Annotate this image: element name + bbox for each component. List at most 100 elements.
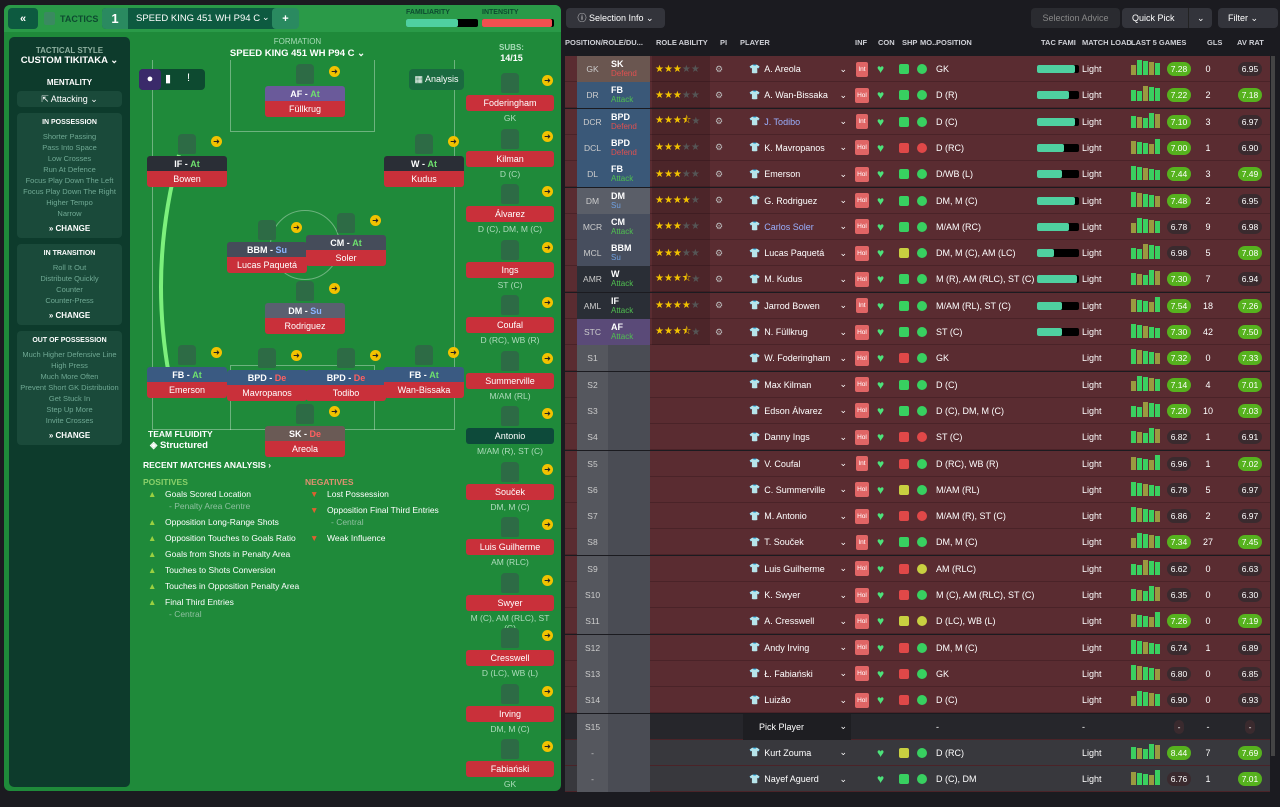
role-select[interactable]: AF Attack [608,319,650,345]
scrollbar[interactable] [1271,56,1275,756]
role-select[interactable]: IF Attack [608,292,650,319]
role-select[interactable]: CM Attack [608,213,650,240]
role-select[interactable]: AF - At [265,86,345,101]
player-name[interactable]: Todibo [306,385,386,401]
role-select[interactable]: BPD - De [306,370,386,385]
role-select[interactable]: BPD Defend [608,108,650,135]
player-select[interactable]: 👕 Lucas Paquetá ⌄ [743,240,851,266]
tactical-style-select[interactable]: CUSTOM TIKITAKA ⌄ [20,55,119,66]
role-select[interactable] [608,608,650,635]
role-select[interactable]: FB Attack [608,82,650,109]
tactic-selector[interactable]: 1 SPEED KING 451 WH P94 C ⌄ [102,8,280,29]
player-select[interactable]: 👕 Luis Guilherme ⌄ [743,556,851,582]
sub-player[interactable]: Irving DM, M (C) [466,705,554,734]
player-select[interactable]: 👕 M. Kudus ⌄ [743,266,851,292]
table-row[interactable]: DR FB Attack ★★★ ★ ★ ⚙ 👕 A. Wan-Bissaka ⌄ Hol… [565,82,1270,109]
player-select[interactable]: 👕 A. Cresswell ⌄ [743,608,851,634]
role-select[interactable] [608,450,650,477]
player-select[interactable]: 👕 M. Antonio ⌄ [743,503,851,529]
player-instructions-icon[interactable]: ⚙ [715,63,724,74]
change-button[interactable]: » CHANGE [48,431,91,440]
table-row[interactable]: DCR BPD Defend ★★★⯪ ★ ⚙ 👕 J. Todibo ⌄ Int ♥ … [565,108,1270,135]
table-row[interactable]: AMR W Attack ★★★⯪ ★ ⚙ 👕 M. Kudus ⌄ Hol ♥ M (… [565,266,1270,293]
player-select[interactable]: 👕 A. Wan-Bissaka ⌄ [743,82,851,108]
role-select[interactable] [608,766,650,793]
sub-name[interactable]: Antonio [466,428,554,444]
table-row[interactable]: S6 👕 C. Summerville ⌄ Hol ♥ M/AM (RL) Ligh… [565,476,1270,503]
column-header[interactable]: MATCH LOAD [1082,38,1132,47]
role-select[interactable]: SK Defend [608,56,650,82]
player-name[interactable]: Rodriguez [265,318,345,334]
table-row[interactable]: GK SK Defend ★★★ ★ ★ ⚙ 👕 A. Areola ⌄ Int ♥ GK… [565,56,1270,82]
table-row[interactable]: S10 👕 K. Swyer ⌄ Hol ♥ M (C), AM (RLC), ST… [565,582,1270,608]
player-select[interactable]: 👕 V. Coufal ⌄ [743,451,851,477]
player-select[interactable]: 👕 Nayef Aguerd ⌄ [743,766,851,792]
player-instructions-icon[interactable]: ⚙ [715,221,724,232]
player-card[interactable]: BBM - Su Lucas Paquetá [227,242,307,273]
sub-name[interactable]: Cresswell [466,650,554,666]
table-row[interactable]: AML IF Attack ★★★★ ★ ⚙ 👕 Jarrod Bowen ⌄ Int … [565,292,1270,319]
sub-name[interactable]: Souček [466,483,554,500]
sub-name[interactable]: Ings [466,261,554,278]
player-name[interactable]: Wan-Bissaka [384,382,464,398]
player-select[interactable]: 👕 A. Areola ⌄ [743,56,851,82]
role-select[interactable] [608,476,650,503]
pitch-view-toggles[interactable]: ● ▮ ! [139,69,205,90]
player-instructions-icon[interactable]: ⚙ [715,273,724,284]
player-select[interactable]: 👕 Ł. Fabiański ⌄ [743,661,851,687]
player-select[interactable]: 👕 G. Rodriguez ⌄ [743,188,851,214]
player-select[interactable]: 👕 Kurt Zouma ⌄ [743,740,851,766]
column-header[interactable]: ROLE ABILITY [656,38,708,47]
column-header[interactable]: POSITION [936,38,972,47]
role-select[interactable]: CM - At [306,235,386,250]
role-select[interactable]: FB - At [384,367,464,382]
player-select[interactable]: 👕 K. Mavropanos ⌄ [743,135,851,161]
player-select[interactable]: 👕 J. Todibo ⌄ [743,109,851,135]
sub-player[interactable]: Kilman D (C) [466,150,554,179]
player-select[interactable]: 👕 Emerson ⌄ [743,161,851,187]
role-select[interactable]: W Attack [608,266,650,293]
role-select[interactable] [608,397,650,424]
role-select[interactable]: BPD - De [227,370,307,385]
sub-name[interactable]: Fabiański [466,761,554,777]
filter-button[interactable]: Filter ⌄ [1218,8,1278,28]
table-row[interactable]: S5 👕 V. Coufal ⌄ Int ♥ D (RC), WB (R) Ligh… [565,450,1270,477]
column-header[interactable]: MO... [920,38,939,47]
player-card[interactable]: FB - At Emerson [147,367,227,398]
sub-name[interactable]: Irving [466,705,554,722]
role-select[interactable]: IF - At [147,156,227,171]
table-row[interactable]: S3 👕 Edson Álvarez ⌄ Hol ♥ D (C), DM, M (C… [565,397,1270,424]
sub-name[interactable]: Kilman [466,150,554,167]
role-select[interactable]: BBM - Su [227,242,307,257]
column-header[interactable]: SHP [902,38,918,47]
player-card[interactable]: SK - De Areola [265,426,345,457]
sub-name[interactable]: Coufal [466,317,554,333]
table-row[interactable]: S9 👕 Luis Guilherme ⌄ Hol ♥ AM (RLC) Light… [565,555,1270,582]
add-tactic-button[interactable]: + [272,8,299,29]
player-select[interactable]: 👕 Edson Álvarez ⌄ [743,398,851,424]
formation-select[interactable]: SPEED KING 451 WH P94 C ⌄ [229,48,366,59]
sub-name[interactable]: Foderingham [466,95,554,111]
player-card[interactable]: BPD - De Todibo [306,370,386,401]
table-row[interactable]: - 👕 Kurt Zouma ⌄ ♥ D (RC) Light 8.44 7 7.6… [565,739,1270,766]
table-row[interactable]: S13 👕 Ł. Fabiański ⌄ Hol ♥ GK Light 6.80 0… [565,660,1270,687]
player-select[interactable]: 👕 Max Kilman ⌄ [743,372,851,398]
table-row[interactable]: S12 👕 Andy Irving ⌄ Hol ♥ DM, M (C) Light … [565,634,1270,661]
player-card[interactable]: W - At Kudus [384,156,464,187]
column-header[interactable]: LAST 5 GAMES [1131,38,1187,47]
player-instructions-icon[interactable]: ⚙ [715,195,724,205]
table-row[interactable]: S11 👕 A. Cresswell ⌄ Hol ♥ D (LC), WB (L) … [565,608,1270,635]
table-row[interactable]: DL FB Attack ★★★ ★ ★ ⚙ 👕 Emerson ⌄ Hol ♥ D/WB… [565,161,1270,188]
player-name[interactable]: Lucas Paquetá [227,257,307,273]
role-select[interactable]: SK - De [265,426,345,441]
role-select[interactable] [608,371,650,398]
player-card[interactable]: DM - Su Rodriguez [265,303,345,334]
change-button[interactable]: » CHANGE [48,311,91,320]
player-select[interactable]: 👕 Andy Irving ⌄ [743,635,851,661]
table-row[interactable]: S2 👕 Max Kilman ⌄ Hol ♥ D (C) Light 7.14 4… [565,371,1270,398]
player-select[interactable]: 👕 W. Foderingham ⌄ [743,345,851,371]
player-instructions-icon[interactable]: ⚙ [715,326,724,337]
player-instructions-icon[interactable]: ⚙ [715,116,724,127]
table-row[interactable]: MCL BBM Su ★★★ ★ ★ ⚙ 👕 Lucas Paquetá ⌄ Hol ♥ … [565,240,1270,267]
player-card[interactable]: CM - At Soler [306,235,386,266]
